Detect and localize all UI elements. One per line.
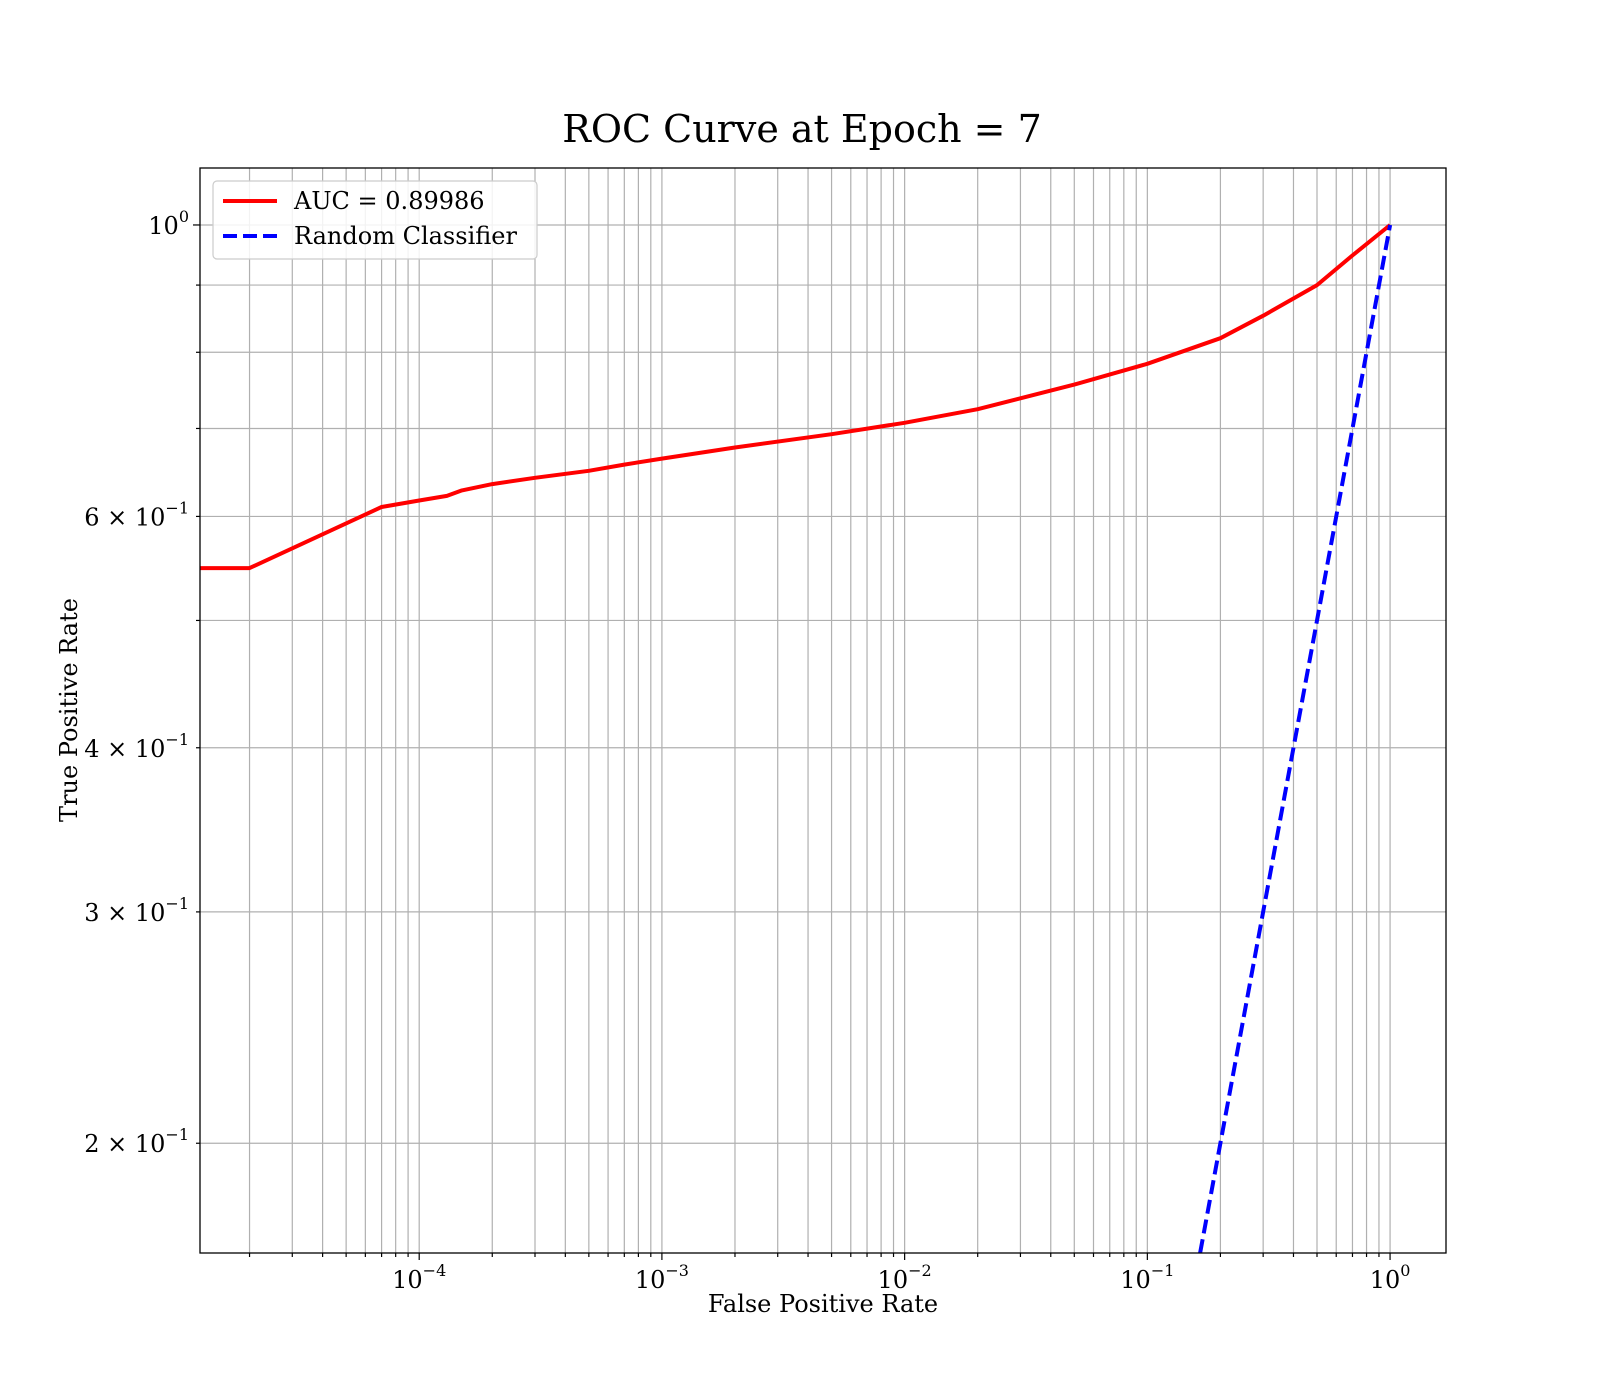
- y-tick-label: 2 × 10−1: [84, 1125, 189, 1158]
- axis-ticks: 10−4 10−3 10−2 10−1 100 2 × 10−1 3 × 10−1 4 × 1…: [84, 207, 1410, 1294]
- chart-title: ROC Curve at Epoch = 7: [562, 107, 1042, 151]
- random-classifier-line: [1198, 224, 1393, 1253]
- roc-curve-line: [200, 223, 1392, 571]
- legend-label-auc: AUC = 0.89986: [293, 187, 485, 215]
- y-tick-label: 4 × 10−1: [84, 730, 189, 763]
- x-tick-label: 10−3: [635, 1261, 689, 1294]
- x-tick-label: 10−2: [878, 1261, 932, 1294]
- legend: AUC = 0.89986 Random Classifier: [212, 180, 538, 260]
- y-tick-label: 100: [148, 207, 189, 240]
- legend-box: [212, 180, 538, 260]
- grid: [200, 168, 1446, 1253]
- x-tick-label: 10−1: [1120, 1261, 1174, 1294]
- x-tick-label: 100: [1370, 1261, 1411, 1294]
- x-tick-label: 10−4: [392, 1261, 446, 1294]
- y-tick-label: 3 × 10−1: [84, 894, 189, 927]
- plot-area: [200, 223, 1393, 1253]
- y-axis-label: True Positive Rate: [55, 598, 83, 822]
- plot-frame: [199, 167, 1447, 1254]
- y-tick-label: 6 × 10−1: [84, 498, 189, 531]
- x-axis-label: False Positive Rate: [708, 1290, 938, 1318]
- legend-label-random: Random Classifier: [294, 222, 517, 250]
